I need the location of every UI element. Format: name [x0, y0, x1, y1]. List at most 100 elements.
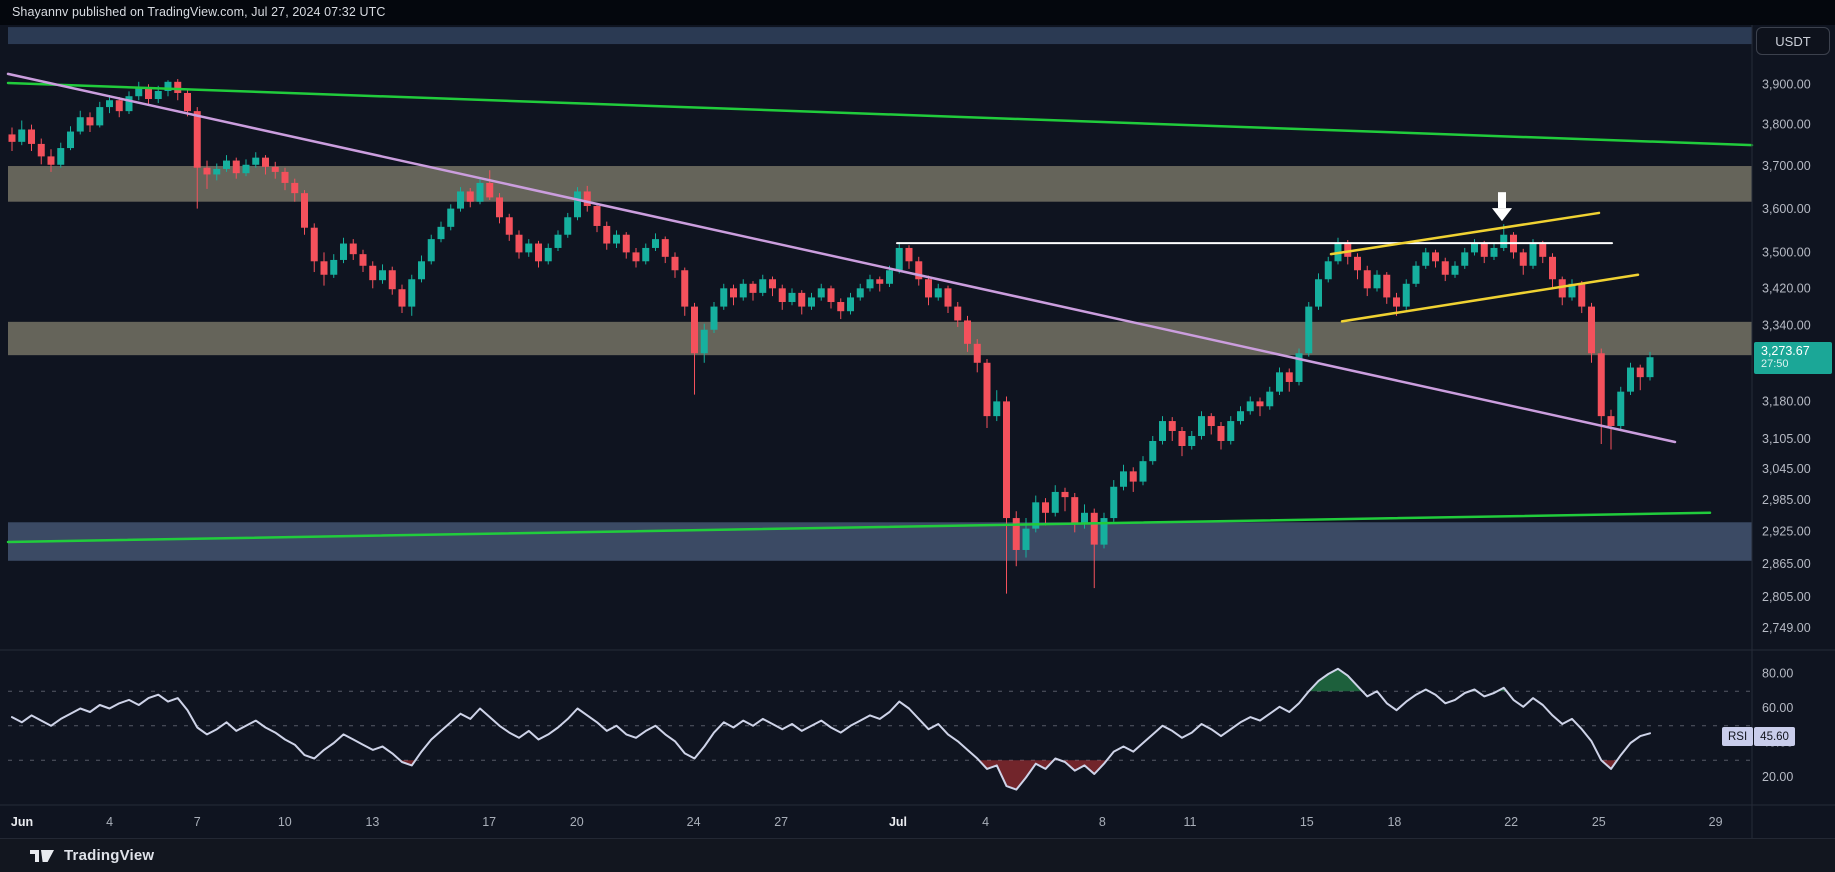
time-tick-label: Jul — [889, 815, 907, 829]
time-tick-label: 18 — [1387, 815, 1401, 829]
upper-resistance-zone — [8, 27, 1752, 45]
candle-body — [691, 306, 698, 354]
price-tick-label: 3,700.00 — [1762, 159, 1811, 173]
time-tick-label: 13 — [365, 815, 379, 829]
candle-body — [973, 343, 981, 363]
candle-body — [437, 226, 445, 240]
time-tick-label: 4 — [106, 815, 113, 829]
upper-green-resistance[interactable] — [6, 81, 1754, 147]
tradingview-logo-icon[interactable] — [30, 845, 56, 867]
yellow-wedge-lower[interactable] — [1340, 273, 1640, 323]
candle-body — [1402, 283, 1410, 307]
candle-body — [808, 297, 815, 307]
down-arrow-icon[interactable] — [1492, 208, 1512, 222]
time-tick-label: Jun — [11, 815, 33, 829]
candle-body — [213, 168, 221, 175]
candle-body — [876, 279, 884, 284]
candle-body — [486, 182, 494, 198]
currency-usdt-button[interactable]: USDT — [1756, 27, 1830, 55]
support-zone-3280-3350 — [8, 321, 1752, 356]
candle-body — [622, 234, 630, 253]
candle-body — [1588, 306, 1595, 354]
candle-body — [554, 234, 562, 248]
candle-body — [457, 191, 464, 209]
yellow-wedge-upper[interactable] — [1329, 211, 1601, 256]
time-tick-label: 22 — [1504, 815, 1518, 829]
time-axis[interactable]: Jun 4 7 10 13 17 20 24 27 Jul 4 8 11 15 18 22 25 29 — [11, 815, 1723, 829]
candle-body — [1354, 256, 1361, 271]
candle-body — [232, 160, 240, 174]
candle-body — [388, 270, 396, 290]
candle-body — [466, 191, 474, 202]
candle-body — [418, 261, 425, 280]
candle-body — [720, 288, 728, 307]
price-zones — [8, 27, 1752, 561]
candle-body — [1295, 353, 1303, 382]
candle-body — [1480, 243, 1488, 257]
candle-body — [1451, 265, 1459, 275]
price-tick-label: 2,925.00 — [1762, 525, 1811, 539]
candle-body — [1393, 297, 1400, 307]
price-tick-label: 3,420.00 — [1762, 282, 1811, 296]
candle-body — [778, 288, 786, 303]
candle-body — [1490, 247, 1498, 257]
price-axis[interactable]: 3,900.00 3,800.00 3,700.00 3,600.00 3,500.00… — [1762, 77, 1811, 784]
candle-body — [827, 288, 835, 303]
candle-body — [8, 134, 16, 142]
candle-body — [739, 283, 747, 298]
rsi-line — [11, 667, 1651, 791]
candle-body — [710, 306, 718, 330]
candle-body — [76, 117, 84, 132]
candle-body — [1432, 252, 1439, 262]
candle-body — [847, 297, 854, 312]
supply-zone-3620-3700 — [8, 166, 1752, 202]
candle-body — [359, 254, 367, 266]
candle-body — [223, 160, 230, 169]
price-tick-label: 3,600.00 — [1762, 202, 1811, 216]
candle-body — [174, 81, 182, 93]
descending-purple-trendline[interactable] — [6, 72, 1677, 444]
candle-body — [583, 191, 591, 207]
publish-text: Shayannv published on TradingView.com, J… — [12, 5, 386, 19]
footer-brand[interactable]: TradingView — [64, 847, 155, 864]
candle-body — [1578, 283, 1586, 307]
candle-body — [642, 247, 650, 262]
price-tick-label: 2,985.00 — [1762, 493, 1811, 507]
down-arrow-stem[interactable] — [1498, 192, 1506, 209]
candle-body — [1519, 252, 1527, 266]
time-tick-label: 4 — [982, 815, 989, 829]
candle-body — [291, 182, 299, 194]
candle-body — [544, 247, 552, 262]
price-tick-label: 3,900.00 — [1762, 77, 1811, 91]
candle-body — [154, 90, 162, 100]
candle-body — [1412, 265, 1420, 284]
lower-green-support[interactable] — [6, 511, 1712, 544]
rsi-tick-label: 60.00 — [1762, 701, 1793, 715]
candle-body — [115, 100, 123, 112]
candle-body — [1003, 401, 1010, 519]
candle-body — [613, 234, 620, 244]
candle-body — [1266, 391, 1274, 407]
candle-body — [525, 243, 533, 253]
candle-body — [369, 265, 377, 281]
price-tick-label: 3,500.00 — [1762, 246, 1811, 260]
publish-banner: Shayannv published on TradingView.com, J… — [0, 0, 1835, 25]
candle-body — [1061, 491, 1069, 498]
candle-body — [1500, 234, 1508, 248]
candle-body — [1168, 421, 1176, 431]
candle-body — [1597, 353, 1605, 417]
candle-body — [203, 167, 211, 175]
candle-body — [603, 225, 611, 244]
time-tick-label: 25 — [1592, 815, 1606, 829]
candle-body — [1051, 491, 1059, 513]
candle-body — [408, 279, 416, 307]
candle-body — [1607, 416, 1615, 427]
candle-body — [837, 302, 845, 312]
candle-body — [535, 243, 542, 262]
candle-body — [252, 157, 260, 165]
candle-body — [730, 288, 737, 298]
candle-body — [515, 234, 523, 253]
candle-body — [1120, 471, 1127, 487]
rsi-tick-label: 20.00 — [1762, 770, 1793, 784]
